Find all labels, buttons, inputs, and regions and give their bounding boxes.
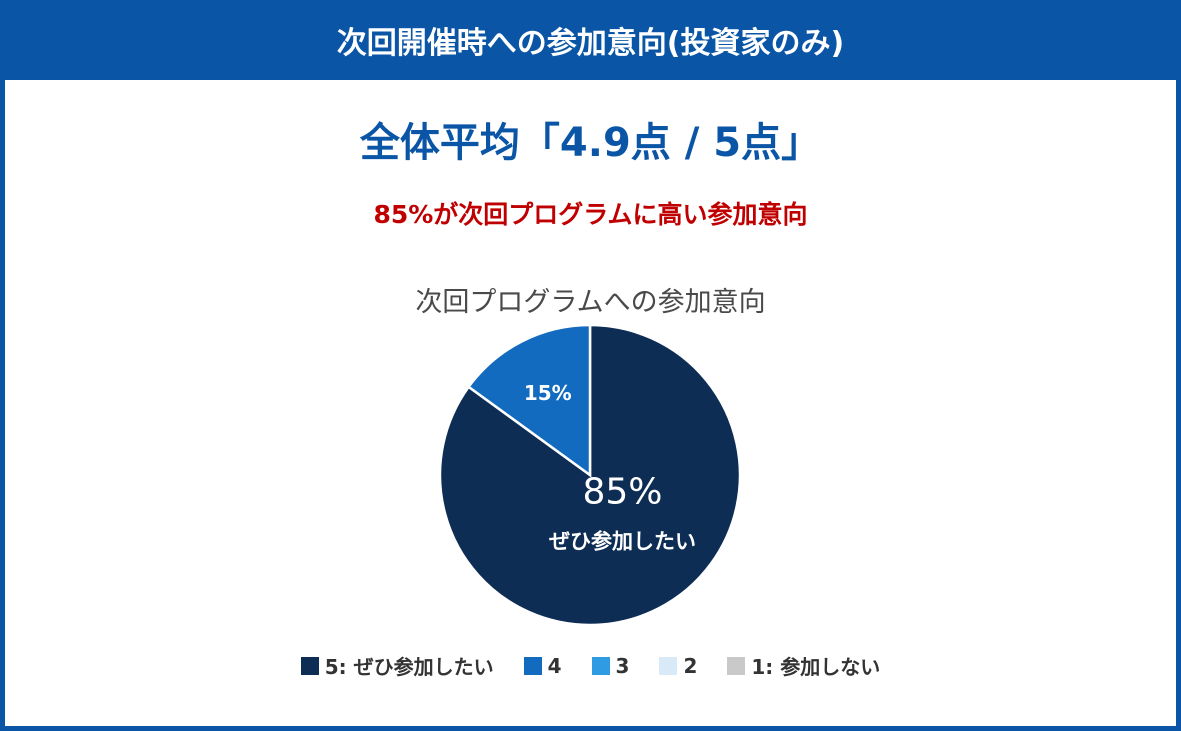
chart-title: 次回プログラムへの参加意向	[415, 287, 766, 318]
pie-data-label: 15%	[524, 381, 572, 405]
pie-sub-label: ぜひ参加したい	[549, 530, 696, 554]
legend-label: 1: 参加しない	[751, 655, 881, 679]
pie-data-label: 85%	[582, 472, 662, 513]
legend-label: 5: ぜひ参加したい	[324, 655, 494, 679]
legend-label: 3	[615, 653, 630, 678]
legend-swatch	[659, 656, 678, 675]
legend-item: 3	[591, 651, 630, 680]
legend-item: 4	[523, 651, 562, 680]
legend-swatch	[727, 656, 746, 675]
legend-label: 4	[547, 653, 562, 678]
legend-item: 5: ぜひ参加したい	[300, 651, 494, 680]
legend: 5: ぜひ参加したい 4 3 2 1: 参加しない	[0, 651, 1181, 680]
legend-item: 2	[659, 651, 697, 680]
legend-item: 1: 参加しない	[727, 651, 880, 680]
legend-swatch	[523, 656, 542, 675]
legend-label: 2	[683, 653, 698, 678]
highlight-text: 85%が次回プログラムに高い参加意向	[373, 200, 808, 229]
pie-slice	[466, 323, 592, 478]
average-score: 全体平均「4.9点 / 5点」	[359, 120, 822, 166]
legend-swatch	[591, 656, 610, 675]
legend-swatch	[300, 656, 319, 675]
header-title: 次回開催時への参加意向(投資家のみ)	[0, 0, 1181, 80]
